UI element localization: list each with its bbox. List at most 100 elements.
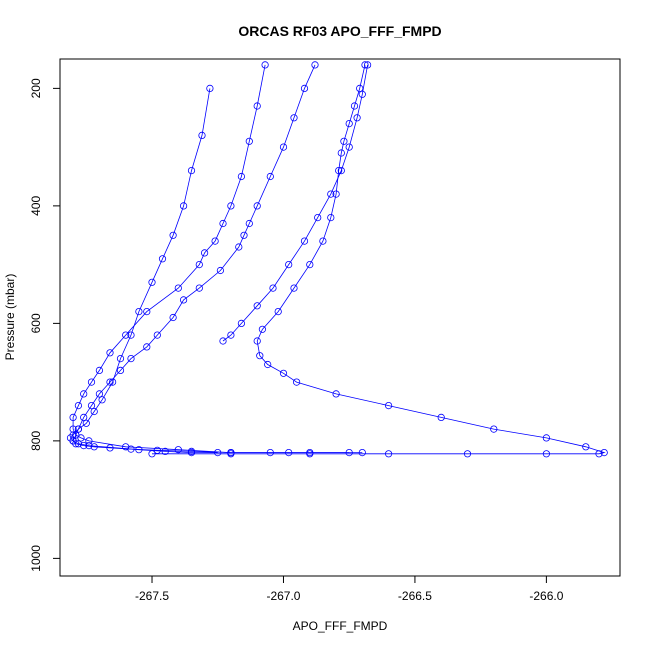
- data-point: [174, 446, 182, 454]
- series-line: [72, 64, 363, 453]
- data-point: [106, 444, 114, 452]
- data-point: [327, 214, 335, 222]
- series-line: [69, 88, 218, 453]
- data-point: [95, 366, 104, 374]
- data-point: [437, 413, 445, 421]
- data-point: [161, 447, 169, 455]
- data-point: [463, 450, 472, 458]
- data-point: [274, 307, 282, 316]
- data-point: [235, 243, 243, 251]
- x-tick-label: -267.0: [266, 589, 300, 603]
- y-tick-label: 600: [29, 313, 43, 333]
- data-point: [69, 425, 77, 433]
- data-point: [327, 190, 335, 198]
- data-point: [542, 434, 551, 442]
- data-point: [116, 366, 125, 374]
- data-point: [279, 143, 288, 151]
- y-tick-label: 1000: [29, 545, 43, 572]
- x-axis: -267.5 -267.0 -266.5 -266.0: [135, 575, 564, 603]
- data-point: [356, 84, 364, 93]
- data-point: [85, 437, 93, 445]
- data-point: [80, 413, 88, 421]
- data-point: [211, 237, 219, 245]
- series-1: [66, 84, 222, 457]
- data-point: [143, 343, 151, 351]
- data-point: [180, 296, 188, 304]
- data-point: [127, 331, 135, 339]
- data-point: [87, 401, 96, 410]
- data-point: [290, 114, 298, 122]
- data-point: [127, 445, 135, 453]
- series-4: [219, 61, 372, 345]
- series-line: [222, 64, 368, 342]
- data-point: [279, 369, 288, 377]
- data-point: [253, 302, 261, 310]
- data-point: [148, 278, 156, 286]
- data-point: [582, 443, 590, 451]
- series-3: [69, 61, 366, 457]
- data-point: [261, 61, 269, 69]
- data-point: [350, 102, 359, 110]
- data-point: [358, 448, 366, 457]
- data-point: [148, 450, 156, 458]
- data-point: [306, 450, 314, 458]
- data-point: [490, 425, 498, 433]
- data-point: [74, 401, 83, 410]
- data-point: [90, 443, 98, 451]
- data-point: [80, 441, 88, 450]
- data-point: [600, 448, 608, 457]
- data-point: [266, 448, 274, 457]
- data-point: [384, 450, 393, 458]
- x-axis-label: APO_FFF_FMPD: [293, 619, 388, 633]
- data-point: [285, 260, 293, 269]
- x-tick-label: -266.5: [398, 589, 432, 603]
- data-point: [253, 102, 261, 110]
- data-point: [300, 237, 309, 245]
- data-point: [337, 167, 345, 175]
- y-axis-label: Pressure (mbar): [3, 274, 17, 361]
- data-point: [595, 450, 603, 458]
- data-point: [292, 378, 301, 386]
- data-point: [345, 120, 353, 128]
- data-point: [122, 331, 130, 339]
- plot-frame: [59, 58, 621, 577]
- data-point: [311, 61, 319, 69]
- data-point: [256, 352, 264, 360]
- data-point: [306, 260, 314, 269]
- data-point: [74, 425, 83, 433]
- y-tick-label: 800: [29, 431, 43, 451]
- data-point: [195, 284, 203, 292]
- series-line: [72, 64, 350, 453]
- data-point: [216, 266, 224, 275]
- data-point: [227, 450, 235, 458]
- data-point: [319, 237, 327, 245]
- x-tick-label: -266.0: [529, 589, 563, 603]
- y-tick-label: 400: [29, 196, 43, 216]
- data-point: [253, 202, 261, 210]
- data-point: [201, 249, 209, 257]
- data-point: [240, 231, 248, 239]
- data-point: [174, 284, 182, 292]
- data-point: [542, 450, 551, 458]
- series-2: [69, 61, 353, 457]
- data-point: [106, 349, 114, 357]
- data-point: [264, 360, 272, 369]
- data-point: [127, 354, 135, 363]
- data-point: [258, 325, 266, 333]
- data-point: [187, 167, 196, 175]
- data-point: [237, 319, 245, 327]
- data-point: [90, 407, 98, 416]
- data-layer: [66, 61, 608, 458]
- data-point: [72, 440, 80, 448]
- data-point: [95, 390, 104, 398]
- series-line: [152, 64, 606, 455]
- data-point: [269, 284, 277, 292]
- y-axis: 200 400 600 800 1000: [29, 78, 61, 572]
- data-point: [345, 143, 353, 151]
- data-point: [72, 431, 80, 439]
- data-point: [69, 413, 77, 421]
- data-point: [290, 284, 298, 292]
- data-point: [195, 260, 203, 269]
- data-point: [266, 172, 274, 181]
